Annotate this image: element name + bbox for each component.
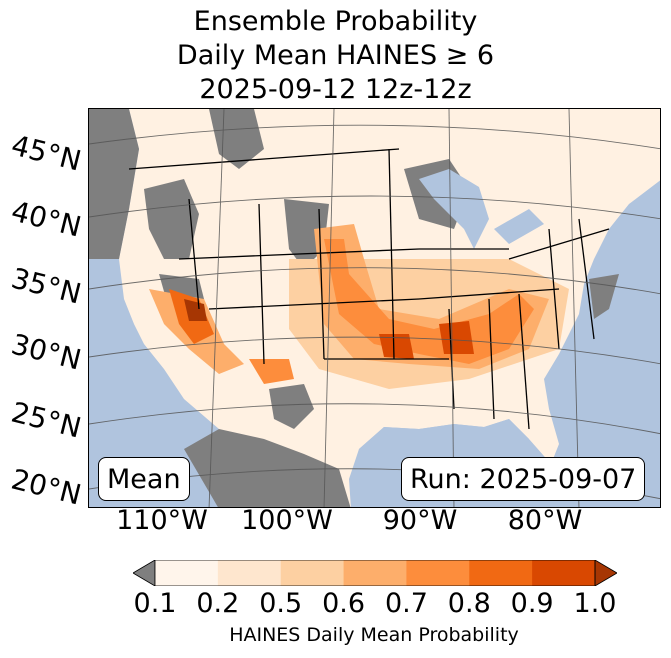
title-line-2: Daily Mean HAINES ≥ 6 xyxy=(176,40,495,71)
title-line-1: Ensemble Probability xyxy=(193,6,478,37)
colorbar-bin xyxy=(469,560,533,586)
lat-label-20: 20°N xyxy=(8,462,85,512)
colorbar-under-arrow xyxy=(133,560,156,586)
colorbar xyxy=(133,560,617,586)
lon-label-80: 80°W xyxy=(507,505,583,536)
lat-label-30: 30°N xyxy=(8,327,85,377)
colorbar-tick-label: 0.2 xyxy=(196,588,240,619)
colorbar-bin xyxy=(217,560,282,586)
lat-label-35: 35°N xyxy=(8,261,85,311)
colorbar-bin xyxy=(532,560,596,586)
colorbar-tick-label: 1.0 xyxy=(573,588,617,619)
lat-label-45: 45°N xyxy=(8,128,85,178)
colorbar-over-arrow xyxy=(594,560,617,586)
colorbar-tick-label: 0.6 xyxy=(322,588,366,619)
colorbar-bin xyxy=(280,560,345,586)
colorbar-tick-label: 0.7 xyxy=(384,588,428,619)
probability-map xyxy=(89,109,660,507)
map-panel xyxy=(88,108,661,508)
title-line-3: 2025-09-12 12z-12z xyxy=(199,74,472,105)
lon-label-110: 110°W xyxy=(116,505,208,536)
colorbar-segments xyxy=(155,560,596,586)
state-boundaries xyxy=(128,148,610,430)
colorbar-tick-label: 0.9 xyxy=(510,588,554,619)
lon-label-90: 90°W xyxy=(382,505,458,536)
lon-label-100: 100°W xyxy=(241,505,333,536)
colorbar-tick-label: 0.8 xyxy=(447,588,491,619)
great-lakes xyxy=(419,169,489,249)
lat-label-40: 40°N xyxy=(8,194,85,244)
colorbar-tick-label: 0.1 xyxy=(133,588,177,619)
colorbar-bin xyxy=(343,560,407,586)
stat-label-box: Mean xyxy=(98,457,190,501)
colorbar-bin xyxy=(406,560,470,586)
colorbar-tick-label: 0.5 xyxy=(259,588,303,619)
colorbar-bin xyxy=(155,560,219,586)
run-label-box: Run: 2025-09-07 xyxy=(401,457,646,501)
colorbar-label: HAINES Daily Mean Probability xyxy=(229,624,519,646)
lat-label-25: 25°N xyxy=(8,395,85,445)
